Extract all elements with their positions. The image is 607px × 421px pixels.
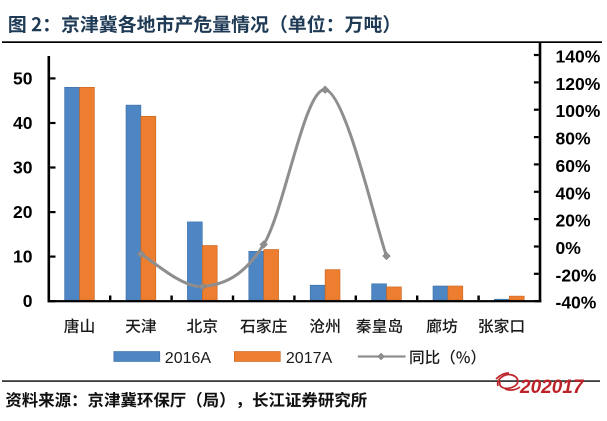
svg-text:2016A: 2016A	[165, 350, 212, 367]
svg-text:202017: 202017	[519, 377, 585, 398]
svg-text:40: 40	[13, 113, 33, 133]
svg-text:140%: 140%	[556, 47, 601, 67]
svg-text:40%: 40%	[556, 183, 591, 203]
svg-text:-40%: -40%	[556, 293, 597, 313]
svg-text:100%: 100%	[556, 101, 601, 121]
svg-text:20%: 20%	[556, 211, 591, 231]
svg-text:30: 30	[13, 157, 33, 177]
svg-text:20: 20	[13, 202, 33, 222]
svg-text:-20%: -20%	[556, 265, 597, 285]
svg-text:50: 50	[13, 68, 33, 88]
svg-text:10: 10	[13, 247, 33, 267]
svg-text:80%: 80%	[556, 129, 591, 149]
svg-text:0%: 0%	[556, 238, 582, 258]
svg-text:60%: 60%	[556, 156, 591, 176]
svg-text:2017A: 2017A	[286, 350, 333, 367]
svg-text:0: 0	[23, 291, 33, 311]
svg-text:120%: 120%	[556, 74, 601, 94]
